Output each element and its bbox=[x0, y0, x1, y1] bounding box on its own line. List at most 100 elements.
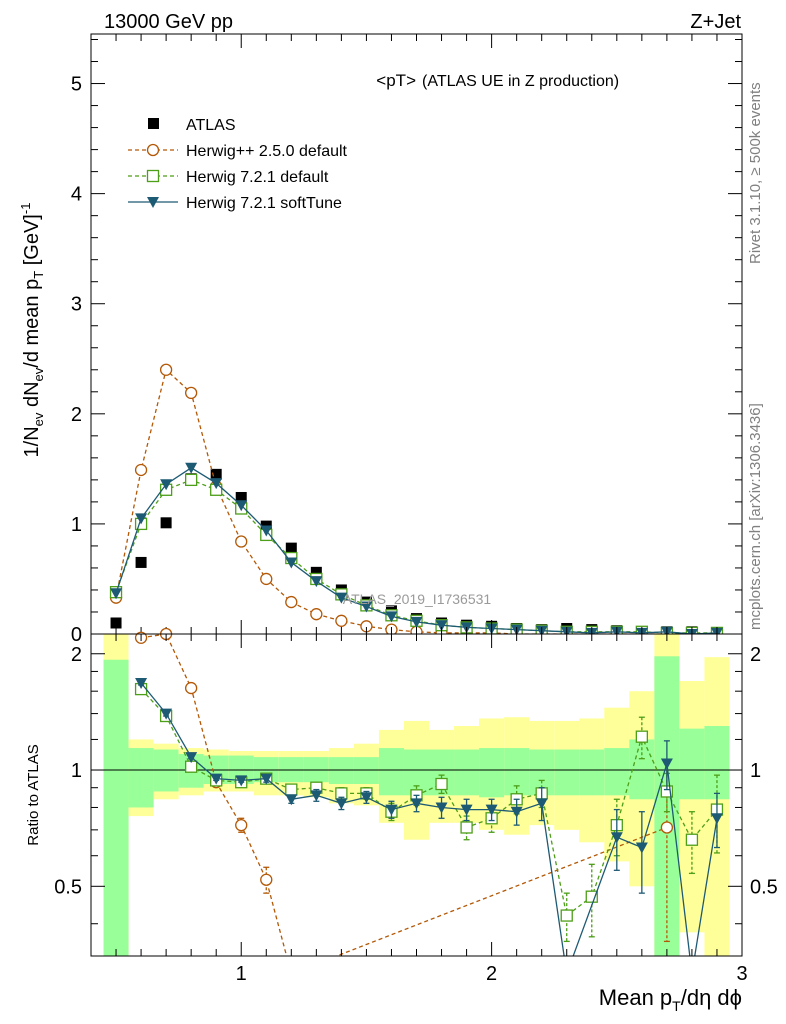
herwig7-softtune-ratio-point bbox=[335, 798, 348, 810]
herwig7-softtune-point bbox=[260, 525, 273, 537]
herwig7-softtune-ratio-point bbox=[410, 798, 423, 810]
ratio-panel: 0.5 0.5 1 1 2 2 1 2 3 bbox=[54, 627, 778, 1017]
plot-title-main: <pT> bbox=[376, 71, 416, 90]
herwig7-softtune-ratio-point bbox=[485, 804, 498, 816]
analysis-watermark: ATLAS_2019_I1736531 bbox=[343, 591, 492, 607]
herwig7-softtune-point bbox=[160, 479, 173, 491]
main-panel-background bbox=[91, 34, 742, 634]
ratio-y-tick-label-right: 1 bbox=[750, 760, 761, 782]
herwig7-softtune-point bbox=[410, 616, 423, 628]
herwigpp-ratio-point bbox=[660, 821, 674, 834]
herwig7-softtune-ratio-point bbox=[185, 752, 198, 764]
main-y-axis-label: 1/Nev dNev/d mean pT [GeV]-1 bbox=[18, 203, 46, 458]
herwig7-softtune-ratio-point bbox=[360, 792, 373, 804]
herwig7-softtune-ratio-point bbox=[535, 798, 548, 810]
main-panel: ATLAS_2019_I1736531 <pT> (ATLAS UE in Z … bbox=[71, 33, 743, 646]
y-tick-label: 1 bbox=[71, 514, 82, 536]
legend-label-atlas: ATLAS bbox=[186, 117, 236, 134]
atlas-data-point bbox=[235, 491, 247, 503]
ratio-inner-band bbox=[579, 749, 605, 796]
ratio-inner-band bbox=[554, 749, 580, 796]
x-tick-label: 1 bbox=[236, 963, 247, 985]
ratio-inner-band bbox=[704, 726, 730, 800]
herwigpp-point bbox=[260, 572, 273, 586]
ratio-outer-band bbox=[679, 681, 705, 933]
y-tick-label: 2 bbox=[71, 404, 82, 426]
rivet-label: Rivet 3.1.10, ≥ 500k events bbox=[747, 82, 764, 264]
herwig7-default-point bbox=[185, 473, 198, 487]
herwig7-softtune-point bbox=[285, 557, 298, 569]
herwig7-default-ratio-point bbox=[460, 821, 473, 834]
x-tick-label: 3 bbox=[736, 963, 747, 985]
herwig7-default-ratio-point bbox=[435, 777, 448, 791]
herwig7-softtune-ratio-point bbox=[435, 802, 448, 814]
herwig7-softtune-ratio-point bbox=[385, 804, 398, 816]
herwig7-softtune-ratio-point bbox=[660, 758, 673, 770]
herwig7-softtune-point bbox=[185, 462, 198, 474]
herwig7-softtune-ratio-point bbox=[610, 832, 623, 844]
plot-title-sub: (ATLAS UE in Z production) bbox=[422, 73, 619, 90]
herwig7-softtune-point bbox=[435, 620, 448, 632]
herwigpp-point bbox=[159, 363, 173, 376]
atlas-data-point bbox=[160, 517, 172, 529]
herwig7-softtune-ratio-point bbox=[210, 773, 223, 785]
legend-entry-herwig7-softtune: Herwig 7.2.1 softTune bbox=[128, 195, 342, 212]
ratio-axes: 0.5 0.5 1 1 2 2 1 2 3 bbox=[54, 634, 778, 985]
ratio-y-tick-label-right: 2 bbox=[750, 644, 761, 666]
ratio-inner-band bbox=[604, 748, 630, 796]
herwig7-softtune-ratio-point bbox=[310, 790, 323, 802]
ratio-panel-frame bbox=[90, 633, 743, 957]
legend-entry-herwigpp: Herwig++ 2.5.0 default bbox=[128, 143, 348, 160]
herwigpp-point bbox=[335, 614, 348, 627]
ratio-inner-band bbox=[454, 749, 480, 796]
herwig7-default-ratio-point bbox=[285, 783, 298, 796]
ratio-inner-band bbox=[353, 757, 379, 785]
legend-entry-atlas: ATLAS bbox=[148, 117, 236, 134]
legend-marker-herwig7-softtune bbox=[147, 197, 159, 208]
herwig7-softtune-point bbox=[135, 513, 148, 525]
ratio-y-tick-label: 2 bbox=[71, 644, 82, 666]
legend-label-herwig7-softtune: Herwig 7.2.1 softTune bbox=[186, 195, 342, 212]
herwigpp-point bbox=[185, 386, 198, 400]
ratio-y-tick-label-right: 0.5 bbox=[750, 876, 778, 898]
ratio-inner-band bbox=[479, 748, 505, 798]
ratio-inner-band bbox=[378, 748, 404, 796]
herwig7-softtune-point bbox=[360, 601, 373, 613]
herwigpp-ratio-point bbox=[235, 818, 248, 832]
atlas-data-point bbox=[210, 468, 222, 480]
herwig7-softtune-ratio-point bbox=[235, 775, 248, 787]
legend-entry-herwig7-default: Herwig 7.2.1 default bbox=[128, 169, 329, 186]
mcplots-label: mcplots.cern.ch [arXiv:1306.3436] bbox=[747, 403, 764, 630]
herwigpp-point bbox=[235, 535, 248, 548]
herwig7-softtune-ratio-point bbox=[260, 773, 273, 785]
y-tick-label: 0 bbox=[71, 624, 82, 646]
herwig7-softtune-point bbox=[385, 611, 398, 623]
ratio-y-tick-label: 0.5 bbox=[54, 876, 82, 898]
y-tick-label: 3 bbox=[71, 294, 82, 316]
y-tick-label: 5 bbox=[71, 74, 82, 96]
ratio-bottom-mask bbox=[91, 956, 742, 1017]
herwig7-softtune-point bbox=[335, 592, 348, 604]
herwig7-softtune-ratio-point bbox=[635, 842, 648, 854]
ratio-inner-band bbox=[103, 659, 129, 956]
ratio-inner-band bbox=[328, 757, 354, 785]
legend-label-herwig7-default: Herwig 7.2.1 default bbox=[186, 169, 329, 186]
herwigpp-ratio-point bbox=[185, 681, 198, 695]
herwig7-softtune-ratio-point bbox=[160, 708, 173, 720]
herwigpp-point bbox=[285, 595, 298, 609]
ratio-y-axis-label: Ratio to ATLAS bbox=[25, 744, 42, 845]
legend-label-herwigpp: Herwig++ 2.5.0 default bbox=[186, 143, 348, 160]
herwigpp-point bbox=[310, 608, 323, 621]
x-axis-label: Mean pT/dη dϕ bbox=[599, 985, 742, 1014]
atlas-data-point bbox=[110, 617, 122, 629]
ratio-inner-band bbox=[128, 748, 154, 808]
x-tick-label: 2 bbox=[486, 963, 497, 985]
herwig7-softtune-point bbox=[310, 576, 323, 588]
herwig7-softtune-ratio-point bbox=[135, 678, 148, 690]
legend-marker-herwig7-default bbox=[146, 169, 160, 183]
herwig7-default-ratio-point bbox=[635, 730, 648, 743]
atlas-data-point bbox=[135, 556, 147, 568]
legend-marker-herwigpp bbox=[146, 143, 160, 157]
legend-marker-atlas bbox=[148, 118, 159, 129]
header-left: 13000 GeV pp bbox=[104, 11, 233, 33]
